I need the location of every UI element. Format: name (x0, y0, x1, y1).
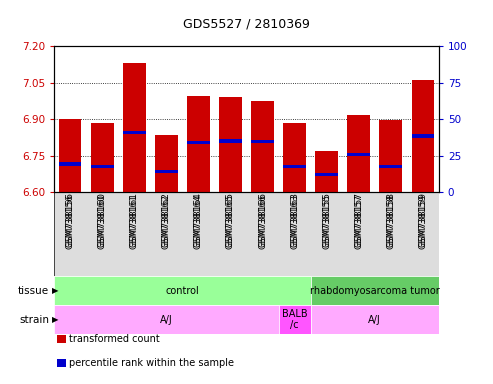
Bar (283, 165, 306, 168)
Bar (219, 139, 242, 142)
Bar (54, 276, 311, 305)
Bar (311, 276, 439, 305)
Text: GSM738156: GSM738156 (66, 192, 75, 247)
Bar (380, 165, 402, 168)
Text: GSM738164: GSM738164 (194, 194, 203, 248)
Bar (59, 119, 81, 192)
Bar (380, 120, 402, 192)
Text: GSM738158: GSM738158 (386, 192, 395, 247)
Bar (91, 165, 113, 168)
Text: GSM738166: GSM738166 (258, 192, 267, 247)
Text: GSM738161: GSM738161 (130, 192, 139, 247)
Text: GSM738163: GSM738163 (290, 192, 299, 247)
Text: GSM738156: GSM738156 (66, 194, 75, 249)
Text: GSM738158: GSM738158 (386, 194, 395, 249)
Text: GSM738164: GSM738164 (194, 192, 203, 247)
Text: control: control (166, 286, 199, 296)
Text: GSM738162: GSM738162 (162, 192, 171, 247)
Bar (123, 131, 145, 134)
Bar (316, 173, 338, 176)
Text: GSM738163: GSM738163 (290, 194, 299, 249)
Text: transformed count: transformed count (69, 334, 160, 344)
Text: ▶: ▶ (52, 315, 58, 324)
Text: tissue: tissue (18, 286, 49, 296)
Text: GSM738159: GSM738159 (418, 194, 427, 249)
Bar (187, 96, 210, 192)
Text: GSM738155: GSM738155 (322, 192, 331, 247)
Bar (279, 305, 311, 334)
Bar (187, 141, 210, 144)
Text: GSM738160: GSM738160 (98, 194, 107, 249)
Bar (155, 170, 177, 174)
Bar (412, 134, 434, 137)
Bar (251, 140, 274, 143)
Text: GSM738165: GSM738165 (226, 194, 235, 249)
Text: A/J: A/J (160, 314, 173, 325)
Text: ▶: ▶ (52, 286, 58, 295)
Bar (123, 63, 145, 192)
Text: A/J: A/J (368, 314, 381, 325)
Text: strain: strain (19, 314, 49, 325)
Bar (251, 101, 274, 192)
Bar (91, 122, 113, 192)
Text: percentile rank within the sample: percentile rank within the sample (69, 358, 234, 368)
Text: GSM738157: GSM738157 (354, 194, 363, 249)
Text: GSM738166: GSM738166 (258, 194, 267, 249)
Text: GSM738155: GSM738155 (322, 194, 331, 249)
Text: GSM738160: GSM738160 (98, 192, 107, 247)
Bar (283, 122, 306, 192)
Bar (348, 153, 370, 156)
Bar (59, 162, 81, 166)
Bar (348, 115, 370, 192)
Text: rhabdomyosarcoma tumor: rhabdomyosarcoma tumor (310, 286, 440, 296)
Text: GSM738162: GSM738162 (162, 194, 171, 248)
Text: GDS5527 / 2810369: GDS5527 / 2810369 (183, 17, 310, 30)
Bar (54, 192, 439, 276)
Bar (412, 80, 434, 192)
Bar (316, 151, 338, 192)
Bar (219, 97, 242, 192)
Text: GSM738157: GSM738157 (354, 192, 363, 247)
Text: GSM738165: GSM738165 (226, 192, 235, 247)
Text: BALB
/c: BALB /c (282, 309, 307, 331)
Text: GSM738161: GSM738161 (130, 194, 139, 249)
Bar (54, 305, 279, 334)
Text: GSM738159: GSM738159 (418, 192, 427, 247)
Bar (311, 305, 439, 334)
Bar (155, 135, 177, 192)
